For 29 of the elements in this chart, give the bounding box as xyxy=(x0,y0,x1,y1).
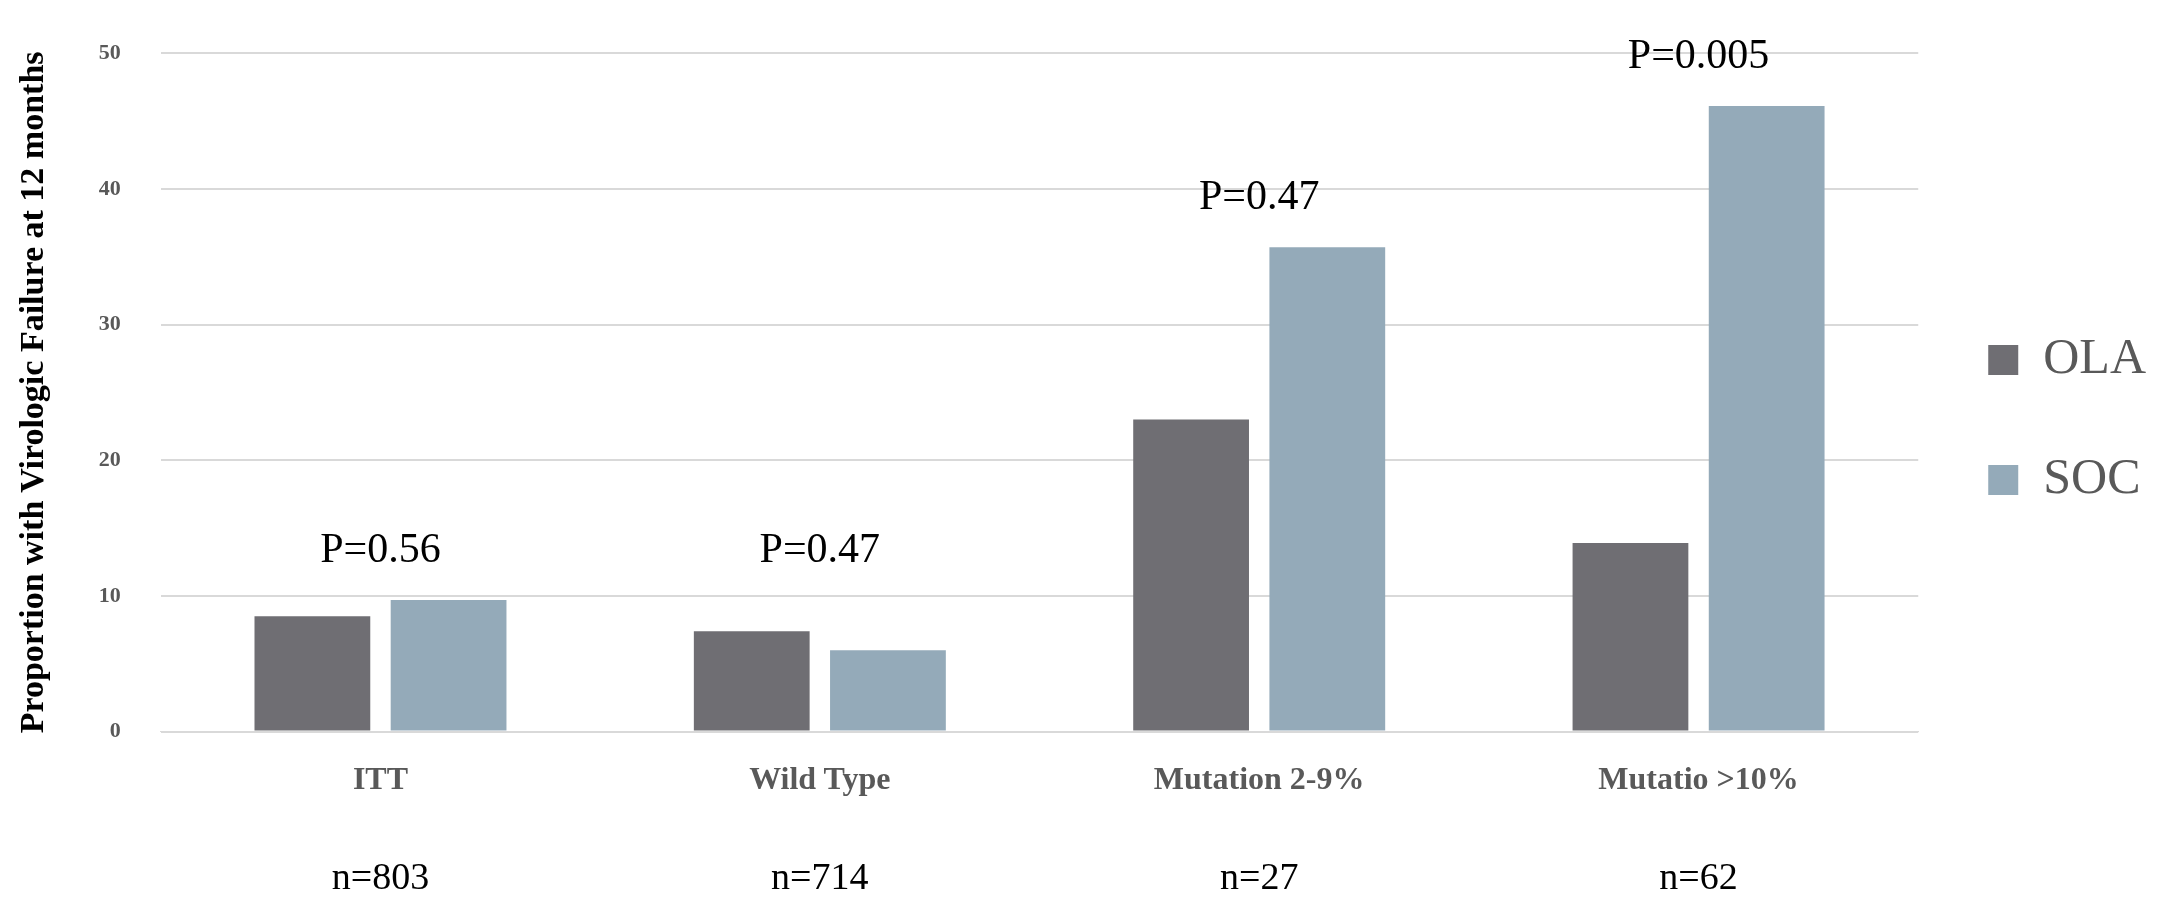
bar xyxy=(390,599,507,731)
y-tick-label: 20 xyxy=(98,445,121,471)
y-tick-label: 30 xyxy=(98,310,121,336)
annotation: P=0.47 xyxy=(759,524,881,571)
y-tick-label: 10 xyxy=(98,581,121,607)
text: n=27 xyxy=(1219,854,1299,897)
y-tick-label: 50 xyxy=(98,38,121,64)
text: n=714 xyxy=(771,854,869,897)
x-tick-label: Wild Type xyxy=(749,760,891,797)
y-tick-label: 0 xyxy=(109,717,121,743)
bar xyxy=(693,631,810,731)
bar xyxy=(1133,419,1249,731)
annotation: P=0.47 xyxy=(1198,172,1320,219)
legend-label: SOC xyxy=(2043,448,2141,505)
bar xyxy=(830,650,946,731)
y-axis-title: Proportion with Virologic Failure at 12 months xyxy=(13,51,51,734)
bar xyxy=(254,616,371,731)
annotation: P=0.005 xyxy=(1627,31,1770,78)
bar xyxy=(1269,247,1386,731)
x-tick-label: ITT xyxy=(352,760,409,797)
legend-label: OLA xyxy=(2043,328,2147,385)
text: n=62 xyxy=(1659,854,1738,897)
text: n=803 xyxy=(331,854,430,897)
y-tick-label: 40 xyxy=(98,174,121,200)
annotation: P=0.56 xyxy=(320,524,441,571)
bar xyxy=(1572,543,1689,731)
x-tick-label: Mutation 2-9% xyxy=(1153,760,1365,797)
x-tick-label: Mutatio >10% xyxy=(1598,760,1799,797)
bar xyxy=(1708,106,1825,731)
